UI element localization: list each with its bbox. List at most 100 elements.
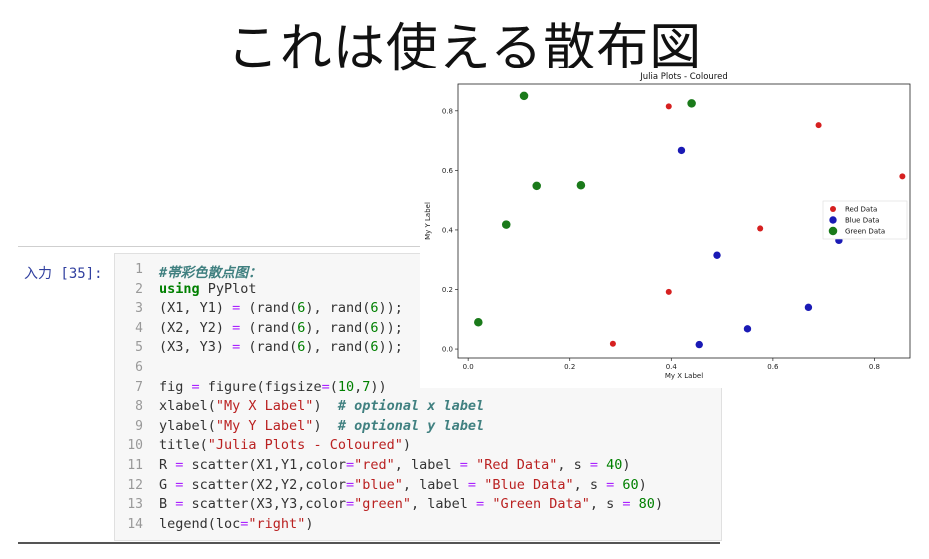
plot-output: Julia Plots - Coloured 0.0 0.2 0.4 0.6 0.8 0.0… (420, 68, 919, 388)
y-tick-label: 0.2 (442, 286, 453, 294)
code-token: 6 (297, 339, 306, 356)
code-token: (X3, Y3) (159, 339, 233, 356)
code-token: B (159, 496, 176, 513)
legend-marker (829, 216, 837, 224)
x-tick-label: 0.0 (463, 363, 474, 371)
code-token: , s (589, 496, 623, 513)
line-number: 7 (135, 379, 143, 395)
line-number: 3 (135, 301, 143, 317)
code-token: 6 (370, 300, 379, 317)
data-point-1a7a1a (474, 318, 483, 327)
code-token: ) (638, 476, 647, 493)
code-token: ) (654, 496, 664, 513)
code-token: (rand( (240, 319, 298, 336)
legend-label: Green Data (845, 228, 885, 236)
code-token: xlabel( (159, 398, 216, 415)
input-prompt: 入力 [35]: (24, 266, 103, 282)
code-token: ) (622, 457, 631, 473)
data-point-1a1ab5 (743, 325, 752, 333)
code-token: )); (378, 319, 403, 336)
code-token: "red" (354, 457, 395, 473)
code-line: (X3, Y3) = (rand(6), rand(6)); (159, 339, 403, 355)
code-token: ) (305, 515, 314, 532)
code-token: ), rand( (305, 300, 371, 317)
code-token: ), rand( (305, 319, 371, 336)
code-token: = (232, 300, 241, 317)
code-token: "right" (248, 515, 306, 532)
line-number: 11 (127, 458, 143, 473)
code-token: ), rand( (305, 339, 371, 356)
data-point-1a7a1a (687, 99, 696, 108)
data-point-d62020 (665, 288, 672, 295)
code-token: , s (573, 476, 607, 493)
x-tick-label: 0.6 (767, 363, 779, 371)
code-editor[interactable]: 1 #帯彩色散点图： 2 using PyPlot 3 (X1, Y1) = (rand(… (114, 253, 722, 541)
y-tick-label: 0.0 (442, 346, 453, 354)
code-token: ylabel( (159, 417, 216, 434)
code-token: , s (557, 457, 590, 473)
code-token: , label (394, 457, 460, 473)
code-token: (rand( (240, 300, 298, 317)
code-token (468, 457, 476, 473)
code-token: title( (159, 437, 208, 454)
code-token: R (159, 457, 176, 473)
data-point-1a7a1a (576, 181, 586, 190)
code-token: 6 (370, 339, 379, 356)
code-line: G = scatter(X2,Y2,color="blue", label = … (159, 477, 647, 493)
line-number: 1 (135, 262, 143, 277)
code-token: (X2, Y2) (159, 319, 233, 336)
code-token (598, 457, 606, 473)
code-line: (X1, Y1) = (rand(6), rand(6)); (159, 300, 403, 316)
code-token: fig (159, 378, 192, 395)
line-number: 5 (135, 340, 143, 356)
code-token: = (606, 476, 615, 493)
code-line: (X2, Y2) = (rand(6), rand(6)); (159, 320, 403, 336)
code-token: = (467, 476, 477, 493)
code-token: , label (411, 496, 477, 513)
code-token: "Red Data" (476, 457, 558, 473)
code-token: "My X Label" (215, 398, 314, 415)
y-tick-label: 0.8 (442, 107, 453, 115)
data-point-1a7a1a (532, 181, 541, 191)
code-token: = (175, 476, 184, 493)
code-token: "Green Data" (492, 496, 590, 513)
code-token: ( (329, 378, 338, 395)
line-number: 6 (135, 360, 143, 375)
code-line: xlabel("My X Label") # optional x label (159, 398, 484, 414)
legend-label: Red Data (845, 206, 877, 214)
code-token: using (159, 280, 200, 297)
code-line: legend(loc="right") (159, 516, 313, 532)
data-point-d62020 (609, 340, 616, 347)
legend-label: Blue Data (845, 217, 879, 225)
code-token: )); (378, 339, 403, 356)
legend-marker (829, 205, 837, 213)
data-point-d62020 (815, 122, 822, 129)
legend-box (822, 200, 908, 240)
code-token (476, 477, 484, 493)
code-token: = (321, 378, 330, 395)
code-token: = (175, 496, 184, 513)
code-token: = (345, 476, 355, 493)
line-number: 12 (127, 477, 143, 493)
code-token: , (354, 378, 363, 395)
code-token: 6 (297, 300, 306, 317)
code-token: = (232, 319, 241, 336)
code-token: scatter(X3,Y3,color (183, 496, 346, 513)
code-line: R = scatter(X1,Y1,color="red", label = "… (159, 457, 631, 473)
line-number: 9 (135, 418, 143, 434)
code-token: PyPlot (199, 280, 257, 297)
code-token: scatter(X2,Y2,color (183, 476, 346, 493)
code-token: # optional x label (337, 398, 485, 415)
code-token: (X1, Y1) (159, 300, 233, 317)
code-token: = (191, 378, 200, 395)
data-point-1a7a1a (519, 91, 529, 101)
code-token: legend(loc (159, 515, 241, 532)
code-token: #帯彩色散点图： (159, 265, 262, 281)
code-token: 40 (606, 457, 623, 473)
code-token: 7 (362, 378, 371, 395)
data-point-1a1ab5 (695, 340, 703, 349)
code-token: )) (370, 378, 387, 395)
code-token: ) (313, 398, 338, 415)
code-token: # optional y label (337, 417, 485, 434)
code-token (631, 496, 639, 512)
